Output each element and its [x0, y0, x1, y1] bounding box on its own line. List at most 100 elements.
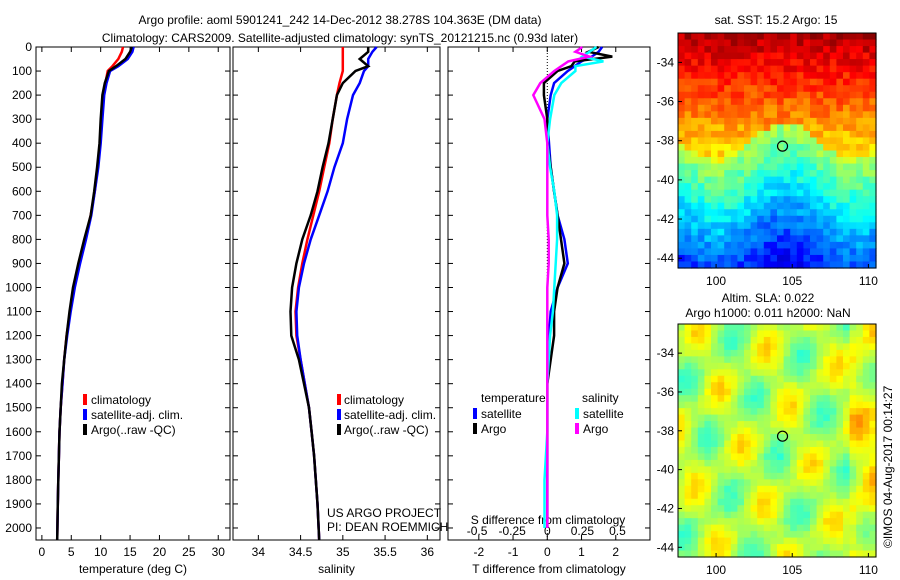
map-cell	[737, 46, 745, 54]
map-cell	[862, 241, 870, 250]
map-cell	[869, 434, 877, 442]
x-tick-label: -2	[473, 545, 484, 559]
map-cell	[763, 324, 771, 332]
map-cell	[717, 537, 725, 545]
map-cell	[856, 52, 864, 60]
map-cell	[691, 163, 699, 171]
map-cell	[763, 33, 771, 41]
map-cell	[796, 324, 804, 332]
map-cell	[823, 524, 831, 532]
map-cell	[704, 408, 712, 416]
map-cell	[724, 401, 732, 409]
map-cell	[829, 46, 837, 54]
map-cell	[744, 196, 752, 204]
map-cell	[717, 453, 725, 461]
map-cell	[737, 241, 745, 250]
map-cell	[691, 349, 699, 357]
map-cell	[836, 72, 844, 80]
map-cell	[684, 235, 692, 243]
map-cell	[678, 401, 686, 409]
map-cell	[750, 170, 758, 178]
map-cell	[684, 52, 692, 60]
map-cell	[836, 479, 844, 487]
map-cell	[829, 498, 837, 506]
map-cell	[796, 137, 804, 145]
map-cell	[744, 498, 752, 506]
map-cell	[803, 505, 811, 513]
map-cell	[678, 78, 686, 86]
map-cell	[724, 492, 732, 500]
map-cell	[737, 440, 745, 448]
map-cell	[763, 427, 771, 435]
map-cell	[717, 222, 725, 230]
map-cell	[770, 472, 778, 480]
map-cell	[849, 183, 857, 191]
map-cell	[678, 150, 686, 158]
map-cell	[704, 72, 712, 80]
map-cell	[750, 531, 758, 539]
map-cell	[704, 382, 712, 390]
map-cell	[849, 466, 857, 474]
map-cell	[810, 241, 818, 250]
map-cell	[678, 163, 686, 171]
map-cell	[724, 550, 732, 558]
map-cell	[757, 117, 765, 125]
map-cell	[790, 453, 798, 461]
map-cell	[810, 98, 818, 106]
map-cell	[697, 356, 705, 364]
map-cell	[730, 111, 738, 119]
map-cell	[869, 414, 877, 422]
map-cell	[790, 524, 798, 532]
map-cell	[803, 163, 811, 171]
map-cell	[724, 254, 732, 263]
map-cell	[697, 248, 705, 256]
legend-label: climatology	[91, 393, 151, 407]
map-cell	[750, 189, 758, 197]
map-cell	[717, 189, 725, 197]
map-cell	[757, 401, 765, 409]
map-cell	[783, 356, 791, 364]
map-cell	[836, 65, 844, 73]
map-cell	[849, 336, 857, 345]
map-cell	[777, 459, 785, 467]
map-cell	[684, 222, 692, 230]
map-cell	[744, 324, 752, 332]
map-cell	[829, 261, 837, 269]
map-cell	[836, 91, 844, 99]
map-cell	[823, 498, 831, 506]
map-cell	[823, 170, 831, 178]
map-cell	[711, 254, 719, 263]
map-cell	[843, 446, 851, 455]
map-cell	[678, 235, 686, 243]
map-cell	[856, 401, 864, 409]
map-cell	[856, 209, 864, 217]
map-cell	[730, 472, 738, 480]
map-cell	[737, 324, 745, 332]
map-cell	[816, 505, 824, 513]
map-cell	[757, 176, 765, 184]
map-cell	[869, 356, 877, 364]
map-cell	[869, 137, 877, 145]
map-cell	[777, 466, 785, 474]
map-cell	[757, 498, 765, 506]
map-cell	[796, 209, 804, 217]
map-cell	[697, 52, 705, 60]
map-cell	[810, 511, 818, 519]
map-cell	[843, 401, 851, 409]
map-cell	[803, 91, 811, 99]
map-cell	[796, 104, 804, 112]
map-cell	[717, 137, 725, 145]
map-cell	[711, 189, 719, 197]
map-cell	[678, 408, 686, 416]
map-cell	[717, 33, 725, 41]
map-cell	[678, 157, 686, 165]
map-cell	[744, 349, 752, 357]
map-cell	[737, 414, 745, 422]
x-tick-label: 110	[859, 274, 878, 288]
map-cell	[836, 261, 844, 269]
map-cell	[856, 485, 864, 493]
map-cell	[757, 537, 765, 545]
map-cell	[869, 479, 877, 487]
map-cell	[803, 189, 811, 197]
map-cell	[724, 537, 732, 545]
